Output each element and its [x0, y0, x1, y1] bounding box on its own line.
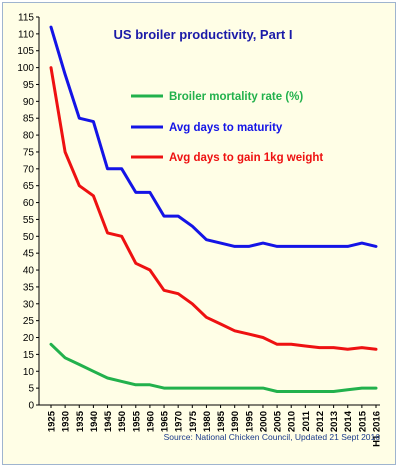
- series-line-0: [49, 342, 378, 393]
- x-tick-label: 1950: [117, 411, 128, 432]
- y-tick-label: 35: [23, 282, 35, 293]
- x-axis-ticks: 1925 1930 1935 1940 1945 1950 1955 1960 1965 1970…: [47, 405, 383, 447]
- x-tick-label: 1955: [131, 410, 142, 432]
- y-tick-label: 95: [23, 80, 35, 91]
- x-tick-label: 2010: [287, 411, 298, 432]
- y-tick-label: 45: [23, 249, 35, 260]
- y-tick-label: 10: [23, 367, 35, 378]
- series-line-2: [49, 66, 378, 351]
- line-chart: US broiler productivity, Part I 0 5 10 15 20…: [17, 13, 383, 447]
- y-tick-label: 70: [23, 164, 35, 175]
- y-tick-label: 115: [18, 13, 34, 24]
- axes: [38, 17, 380, 406]
- y-tick-label: 110: [18, 29, 34, 40]
- y-tick-label: 55: [23, 215, 35, 226]
- x-tick-label: 1980: [202, 411, 213, 432]
- y-tick-label: 0: [28, 401, 34, 412]
- x-tick-label: 1960: [145, 411, 156, 432]
- y-tick-label: 15: [23, 350, 35, 361]
- x-tick-label: 1975: [188, 410, 199, 432]
- chart-panel: US broiler productivity, Part I 0 5 10 15 20…: [2, 2, 396, 465]
- x-tick-label: 1935: [75, 410, 86, 432]
- x-tick-label: 1930: [61, 411, 72, 432]
- legend: Broiler mortality rate (%) Avg days to ma…: [131, 91, 323, 164]
- x-tick-label: 1995: [244, 410, 255, 432]
- x-tick-label: 1945: [103, 410, 114, 432]
- x-tick-label: 1990: [230, 411, 241, 432]
- series-lines: [49, 25, 378, 393]
- legend-label-2: Avg days to gain 1kg weight: [169, 152, 323, 164]
- x-tick-label: 2000: [258, 411, 269, 432]
- x-tick-label: 1925: [47, 410, 58, 432]
- y-tick-label: 100: [17, 63, 34, 74]
- y-tick-label: 60: [23, 198, 35, 209]
- x-tick-label: 1965: [160, 410, 171, 432]
- y-tick-label: 105: [17, 46, 34, 57]
- source-note: Source: National Chicken Council, Update…: [164, 432, 381, 442]
- legend-label-0: Broiler mortality rate (%): [169, 91, 303, 103]
- x-tick-label: 2015: [357, 410, 368, 432]
- x-tick-label: 1970: [174, 411, 185, 432]
- x-tick-label: H1 2016: [372, 411, 383, 447]
- y-tick-label: 90: [23, 97, 35, 108]
- y-axis-ticks: 0 5 10 15 20 25 30 35 40 45 50 55 60 65 70 75 80 85 90 95 10…: [17, 13, 39, 412]
- chart-title: US broiler productivity, Part I: [114, 27, 293, 42]
- y-tick-label: 50: [23, 232, 35, 243]
- series-line-1: [49, 25, 378, 248]
- y-tick-label: 40: [23, 266, 35, 277]
- x-tick-label: 1940: [89, 411, 100, 432]
- legend-label-1: Avg days to maturity: [169, 122, 283, 134]
- y-tick-label: 5: [28, 384, 34, 395]
- y-tick-label: 20: [23, 333, 35, 344]
- x-tick-label: 2013: [329, 411, 340, 432]
- x-tick-label: 2005: [273, 410, 284, 432]
- y-tick-label: 65: [23, 181, 35, 192]
- y-tick-label: 75: [23, 147, 35, 158]
- x-tick-label: 1985: [216, 410, 227, 432]
- y-tick-label: 25: [23, 316, 35, 327]
- x-tick-label: 2012: [315, 411, 326, 432]
- y-tick-label: 80: [23, 131, 35, 142]
- x-tick-label: 2011: [301, 410, 312, 431]
- x-tick-label: 2014: [343, 410, 354, 432]
- y-tick-label: 85: [23, 114, 35, 125]
- y-tick-label: 30: [23, 299, 35, 310]
